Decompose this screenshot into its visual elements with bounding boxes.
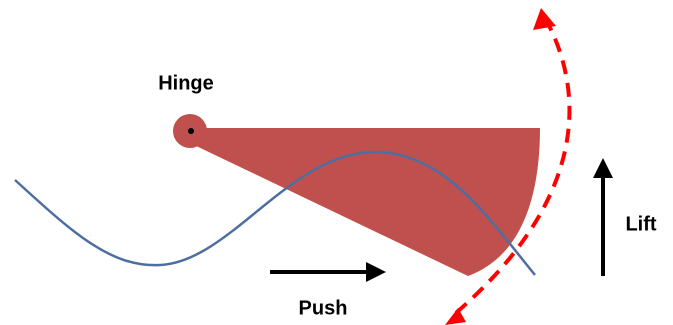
hinge-pivot: [188, 128, 194, 134]
wave-path: [14, 150, 536, 276]
push-label: Push: [299, 297, 348, 319]
arc-arrowhead-bottom: [445, 308, 466, 325]
rotation-arc: [448, 17, 572, 320]
hinge-label: Hinge: [158, 72, 214, 94]
arc-arrowhead-top: [533, 8, 556, 30]
wing: [190, 128, 540, 276]
lift-label: Lift: [625, 213, 656, 235]
